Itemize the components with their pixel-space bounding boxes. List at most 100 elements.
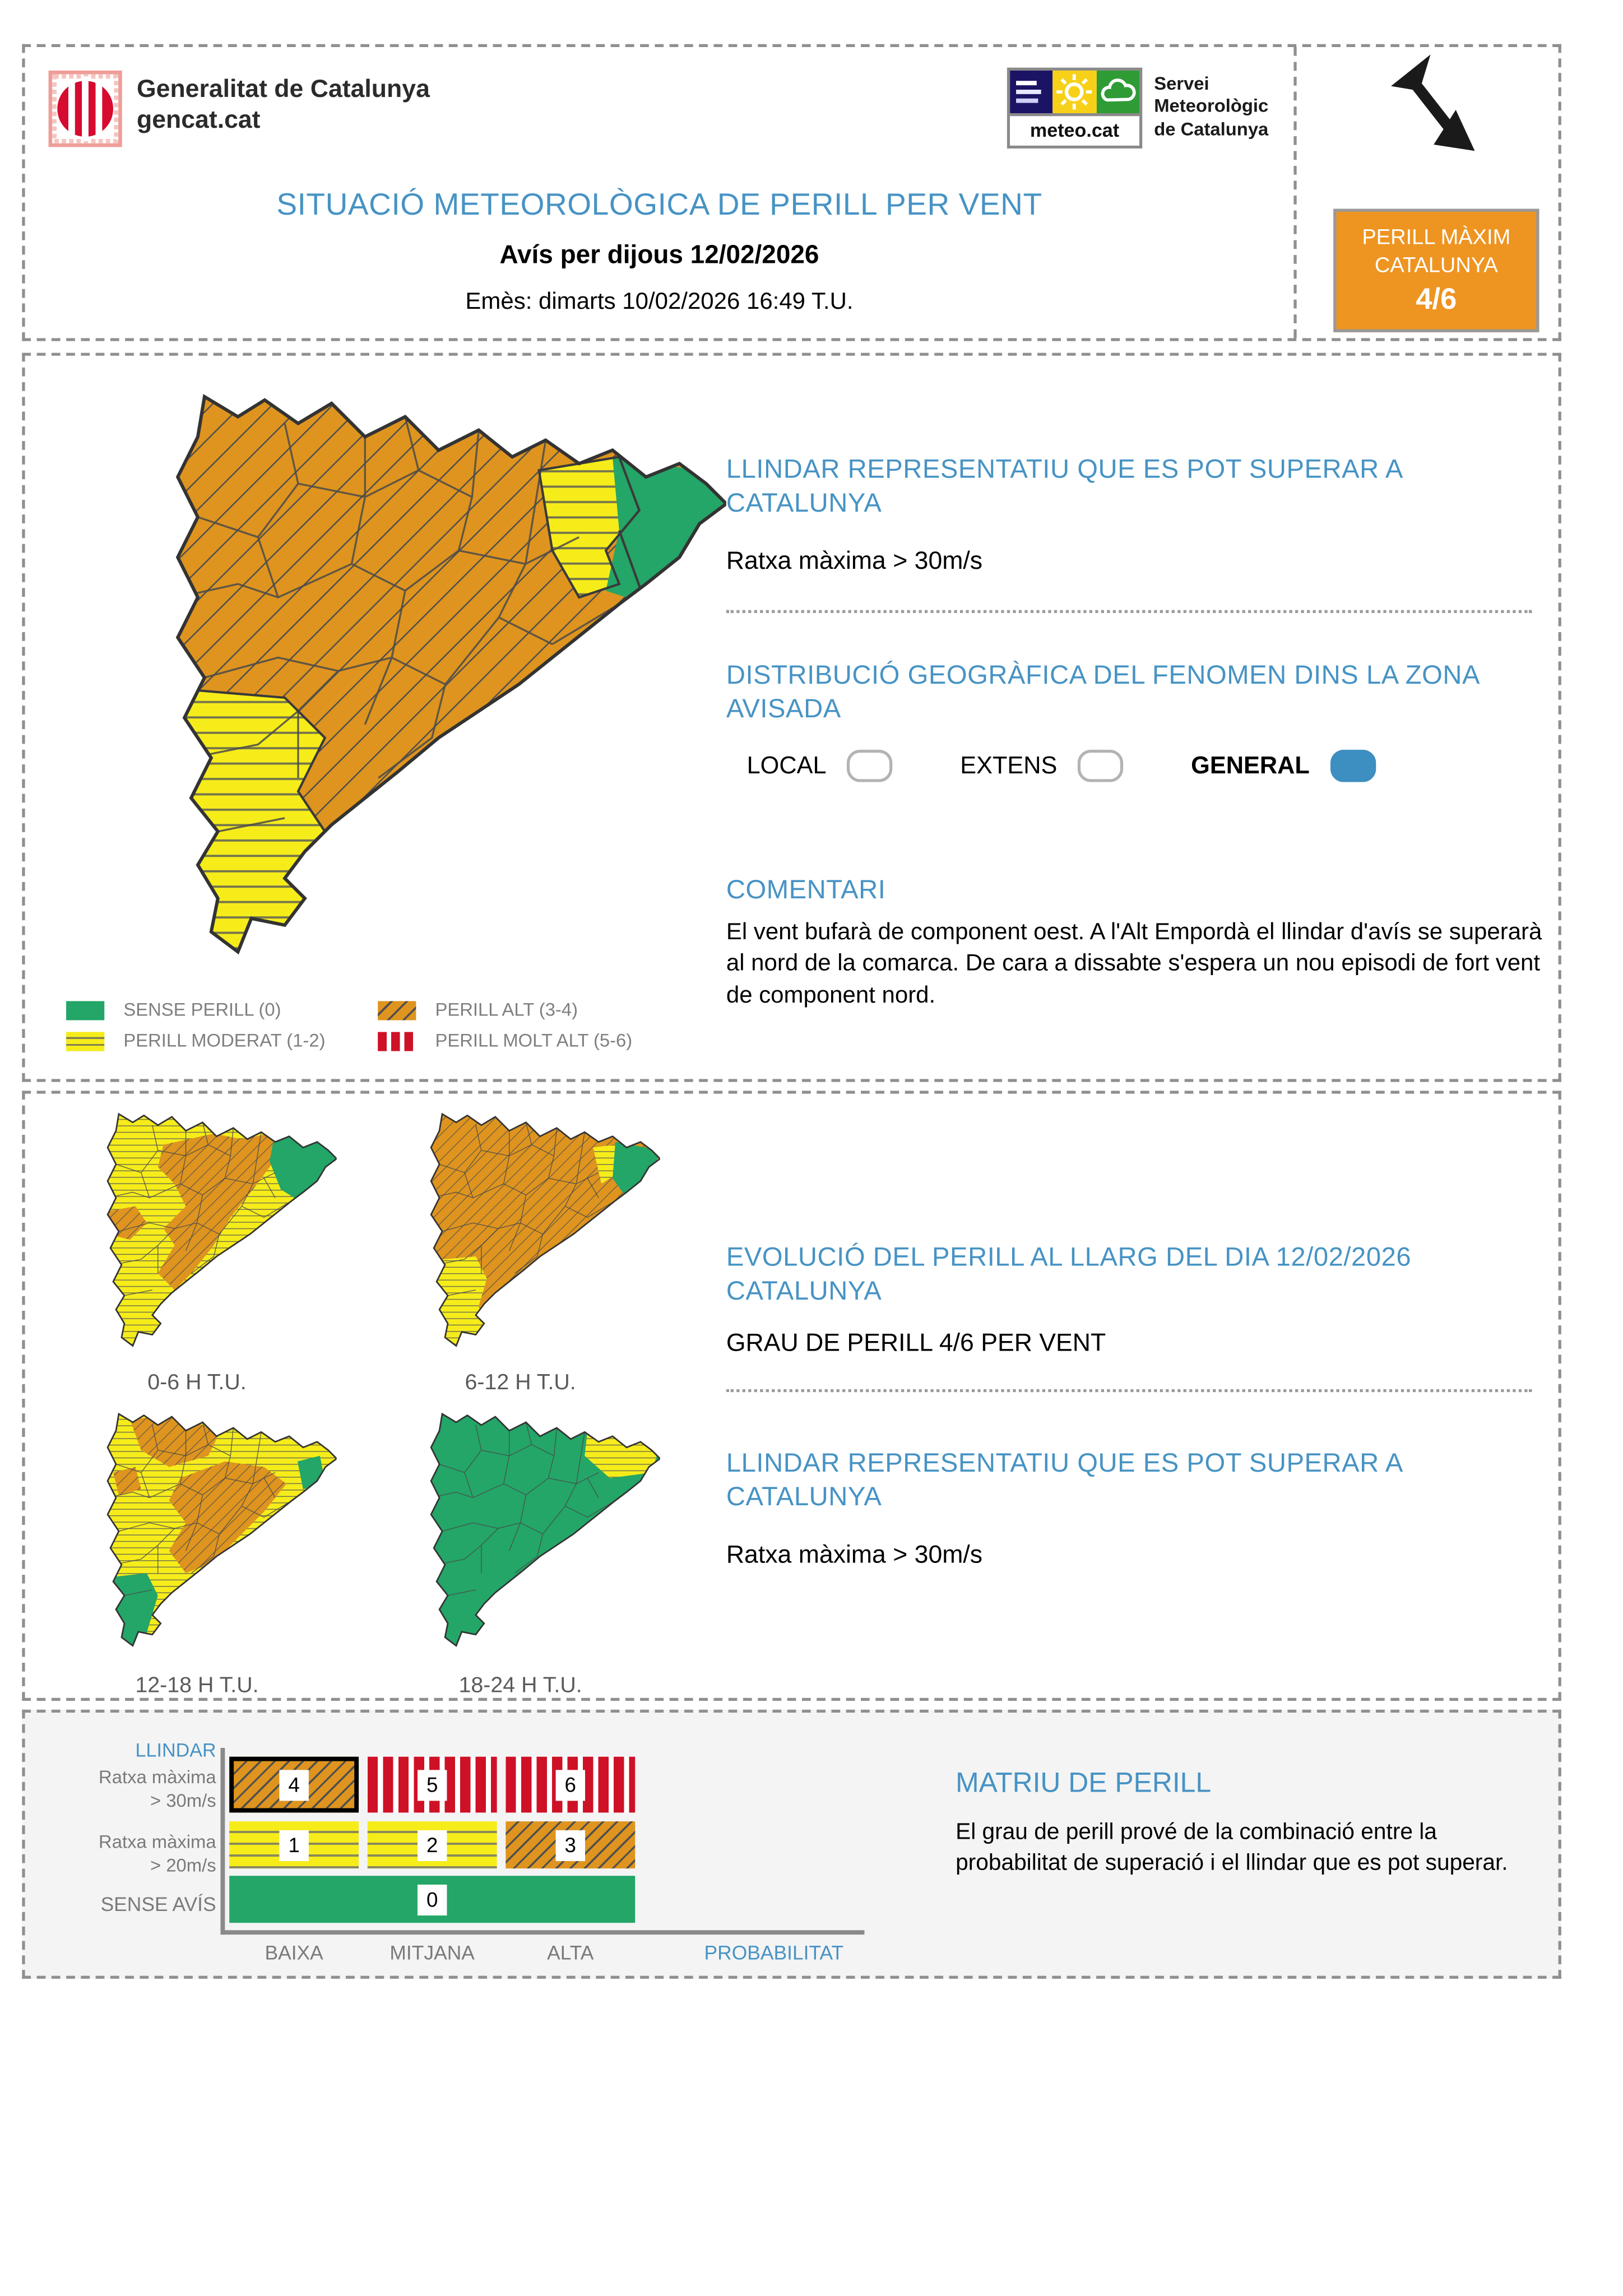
gencat-line2: gencat.cat	[136, 105, 261, 134]
mini-map-6-12	[369, 1106, 671, 1370]
matrix-cell-2: 2	[367, 1821, 497, 1869]
smc-name: Servei Meteorològic de Catalunya	[1154, 68, 1268, 141]
legend-label: PERILL MODERAT (1-2)	[123, 1030, 326, 1051]
matrix-heading: MATRIU DE PERILL	[956, 1768, 1212, 1799]
threshold-heading: LLINDAR REPRESENTATIU QUE ES POT SUPERAR…	[726, 1448, 1402, 1512]
matrix-cell-6: 6	[506, 1756, 636, 1813]
threshold-value: Ratxa màxima > 30m/s	[726, 546, 983, 575]
cell-value: 0	[417, 1884, 447, 1915]
catalunya-danger-map	[57, 377, 726, 992]
radio-local[interactable]	[847, 749, 893, 782]
matrix-description: El grau de perill prové de la combinació…	[956, 1820, 1508, 1876]
distribution-heading: DISTRIBUCIÓ GEOGRÀFICA DEL FENOMEN DINS …	[726, 660, 1479, 724]
max-danger-value: 4/6	[1416, 283, 1457, 316]
matrix-col-label-baixa: BAIXA	[265, 1942, 323, 1964]
meteocat-lines-icon	[1010, 70, 1054, 113]
matrix-row-label-30ms: Ratxa màxima > 30m/s	[28, 1765, 216, 1813]
section-divider	[726, 610, 1532, 613]
matrix-y-axis	[220, 1747, 225, 1935]
option-local[interactable]: LOCAL	[746, 749, 893, 782]
header-divider	[1293, 47, 1297, 338]
evolution-heading: EVOLUCIÓ DEL PERILL AL LLARG DEL DIA 12/…	[726, 1242, 1412, 1306]
legend-swatch-green	[66, 1000, 105, 1020]
option-general[interactable]: GENERAL	[1191, 749, 1376, 782]
mini-map-caption: 6-12 H T.U.	[465, 1370, 576, 1395]
row-label-line1: SENSE AVÍS	[100, 1893, 216, 1916]
meteocat-sun-icon	[1053, 70, 1096, 113]
legend-item-perill-moderat: PERILL MODERAT (1-2)	[66, 1031, 378, 1051]
option-extens[interactable]: EXTENS	[960, 749, 1124, 782]
mini-map-caption: 12-18 H T.U.	[135, 1673, 259, 1698]
mini-map-caption: 18-24 H T.U.	[458, 1673, 582, 1698]
legend-item-perill-molt-alt: PERILL MOLT ALT (5-6)	[378, 1031, 745, 1051]
meteocat-cloud-icon	[1096, 70, 1139, 113]
mini-map-18-24	[369, 1406, 671, 1670]
legend-item-sense-perill: SENSE PERILL (0)	[66, 999, 378, 1021]
legend-item-perill-alt: PERILL ALT (3-4)	[378, 999, 745, 1021]
cell-value: 1	[279, 1829, 309, 1861]
legend-label: PERILL ALT (3-4)	[435, 999, 578, 1021]
map-legend: SENSE PERILL (0) PERILL ALT (3-4) PERILL…	[66, 1000, 745, 1051]
matrix-col-label-alta: ALTA	[547, 1942, 594, 1964]
distribution-options: LOCAL EXTENS GENERAL	[746, 749, 1444, 782]
header-panel: Generalitat de Catalunya gencat.cat	[22, 44, 1561, 341]
meteocat-logo: meteo.cat Servei Meteorològic de Catalun…	[1007, 67, 1268, 149]
main-warning-panel: SENSE PERILL (0) PERILL ALT (3-4) PERILL…	[22, 352, 1561, 1082]
issued-timestamp: Emès: dimarts 10/02/2026 16:49 T.U.	[465, 289, 854, 315]
main-panel-right-column: LLINDAR REPRESENTATIU QUE ES POT SUPERAR…	[726, 356, 1559, 1079]
gencat-line1: Generalitat de Catalunya	[136, 75, 430, 103]
section-divider	[726, 1389, 1532, 1393]
option-local-label: LOCAL	[746, 752, 827, 778]
option-extens-label: EXTENS	[960, 752, 1058, 778]
wind-direction-arrow	[1293, 53, 1564, 187]
matrix-cell-5: 5	[367, 1756, 497, 1813]
mini-map-0-6	[45, 1106, 348, 1370]
max-danger-badge: PERILL MÀXIM CATALUNYA 4/6	[1333, 208, 1539, 332]
threshold-value: Ratxa màxima > 30m/s	[726, 1541, 983, 1569]
cell-value: 6	[555, 1769, 586, 1801]
comment-text: El vent bufarà de component oest. A l'Al…	[726, 920, 1542, 1008]
legend-swatch-red	[378, 1031, 416, 1051]
cell-value: 2	[417, 1829, 447, 1861]
cell-value: 4	[279, 1769, 309, 1801]
warning-date: Avís per dijous 12/02/2026	[499, 239, 819, 270]
matrix-row-label-sense-avis: SENSE AVÍS	[28, 1892, 216, 1918]
meteocat-logo-icon: meteo.cat	[1007, 67, 1143, 149]
wind-arrow-icon	[1391, 54, 1475, 151]
matrix-x-axis	[220, 1930, 865, 1935]
row-label-line1: Ratxa màxima	[99, 1767, 216, 1788]
row-label-line2: > 30m/s	[150, 1791, 216, 1812]
max-danger-line2: CATALUNYA	[1374, 254, 1498, 278]
mini-map-12-18	[45, 1406, 348, 1670]
option-general-label: GENERAL	[1191, 752, 1310, 778]
radio-extens[interactable]	[1078, 749, 1124, 782]
matrix-row-label-20ms: Ratxa màxima > 20m/s	[28, 1830, 216, 1878]
evolution-panel: 0-6 H T.U. 6-12 H T.U.	[22, 1091, 1561, 1701]
cell-value: 5	[417, 1769, 447, 1801]
page-title: SITUACIÓ METEOROLÒGICA DE PERILL PER VEN…	[276, 188, 1042, 222]
smc-name-line1: Servei	[1154, 73, 1209, 94]
matrix-cell-1: 1	[229, 1821, 359, 1869]
degree-line: GRAU DE PERILL 4/6 PER VENT	[726, 1329, 1106, 1357]
row-label-line1: Ratxa màxima	[99, 1831, 216, 1853]
legend-label: SENSE PERILL (0)	[123, 999, 281, 1021]
matrix-cell-4-selected: 4	[229, 1756, 359, 1813]
gencat-senyera-icon	[48, 70, 122, 147]
evolution-right-column: EVOLUCIÓ DEL PERILL AL LLARG DEL DIA 12/…	[726, 1094, 1559, 1698]
matrix-y-axis-label: LLINDAR	[135, 1739, 216, 1761]
cell-value: 3	[555, 1829, 586, 1861]
legend-label: PERILL MOLT ALT (5-6)	[435, 1030, 633, 1051]
smc-name-line2: Meteorològic	[1154, 96, 1269, 117]
legend-swatch-yellow	[66, 1031, 105, 1051]
meteocat-wordmark: meteo.cat	[1010, 113, 1139, 146]
matrix-cell-3: 3	[506, 1821, 636, 1869]
mini-map-caption: 0-6 H T.U.	[147, 1370, 247, 1395]
threshold-heading: LLINDAR REPRESENTATIU QUE ES POT SUPERAR…	[726, 454, 1402, 518]
title-block: SITUACIÓ METEOROLÒGICA DE PERILL PER VEN…	[25, 188, 1294, 316]
comment-heading: COMENTARI	[726, 874, 886, 905]
radio-general-selected[interactable]	[1330, 749, 1376, 782]
danger-matrix-panel: LLINDAR Ratxa màxima > 30m/s Ratxa màxim…	[22, 1709, 1561, 1979]
smc-name-line3: de Catalunya	[1154, 118, 1269, 139]
row-label-line2: > 20m/s	[150, 1856, 216, 1876]
